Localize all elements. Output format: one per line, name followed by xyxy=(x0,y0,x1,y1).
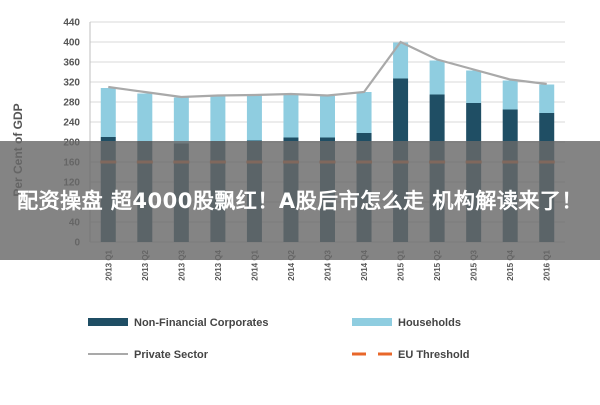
headline-banner: 配资操盘 超4000股飘红！A股后市怎么走 机构解读来了！ xyxy=(0,141,600,260)
bar-households xyxy=(247,96,262,141)
bar-households xyxy=(466,71,481,104)
bar-households xyxy=(539,85,554,114)
legend-label: EU Threshold xyxy=(398,349,470,361)
bar-households xyxy=(320,96,335,138)
bar-households xyxy=(137,94,152,142)
legend-label: Households xyxy=(398,317,461,329)
bar-households xyxy=(283,95,298,138)
legend-swatch xyxy=(352,318,392,326)
legend: Non-Financial Corporates Households Privat… xyxy=(88,317,470,361)
y-tick-label: 440 xyxy=(63,18,80,29)
bar-households xyxy=(174,98,189,144)
y-tick-label: 320 xyxy=(63,78,80,89)
bar-households xyxy=(503,81,518,110)
bar-households xyxy=(430,61,445,95)
bar-households xyxy=(357,92,372,133)
y-tick-label: 280 xyxy=(63,98,80,109)
legend-label: Private Sector xyxy=(134,349,209,361)
y-tick-label: 360 xyxy=(63,58,80,69)
legend-label: Non-Financial Corporates xyxy=(134,317,268,329)
bar-households xyxy=(101,88,116,137)
y-tick-label: 240 xyxy=(63,118,80,129)
legend-swatch xyxy=(88,318,128,326)
y-tick-label: 400 xyxy=(63,38,80,49)
headline-text: 配资操盘 超4000股飘红！A股后市怎么走 机构解读来了！ xyxy=(10,184,590,218)
bar-households xyxy=(210,96,225,141)
